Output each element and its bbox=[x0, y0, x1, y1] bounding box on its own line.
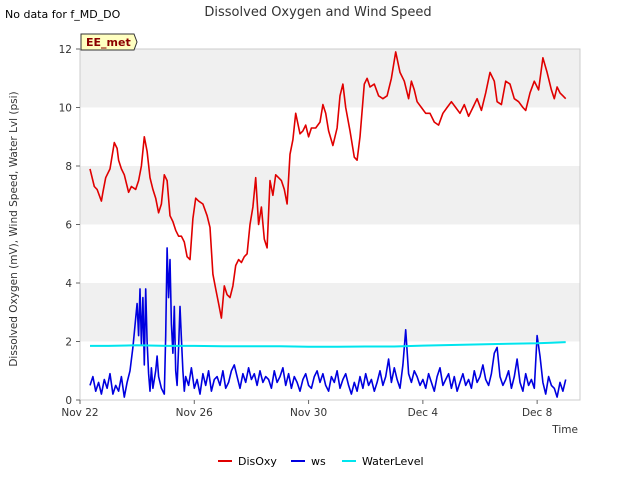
y-tick-label: 10 bbox=[59, 103, 72, 115]
series-line-disoxy bbox=[89, 51, 567, 319]
y-tick-label: 0 bbox=[65, 395, 72, 407]
grid-band bbox=[80, 341, 580, 400]
grid-band bbox=[80, 49, 580, 108]
x-tick-label: Nov 30 bbox=[290, 407, 327, 419]
badge-label: EE_met bbox=[86, 36, 131, 49]
series-line-waterlevel bbox=[90, 341, 566, 348]
y-tick-label: 4 bbox=[65, 278, 72, 290]
y-axis-ticks: 0 2 4 6 8 10 12 bbox=[59, 44, 80, 407]
station-badge: EE_met bbox=[80, 33, 138, 51]
grid-band bbox=[80, 283, 580, 342]
grid-band bbox=[80, 224, 580, 283]
x-tick-label: Nov 22 bbox=[61, 407, 98, 419]
y-tick-label: 2 bbox=[65, 337, 72, 349]
no-data-note: No data for f_MD_DO bbox=[5, 8, 121, 21]
y-tick-label: 8 bbox=[65, 161, 72, 173]
legend-label-ws: ws bbox=[311, 455, 326, 468]
series-line-ws bbox=[89, 247, 567, 398]
plot-background-bands bbox=[80, 49, 580, 400]
grid-band bbox=[80, 166, 580, 225]
x-axis-ticks: Nov 22 Nov 26 Nov 30 Dec 4 Dec 8 bbox=[61, 400, 552, 419]
x-axis-label: Time bbox=[551, 424, 578, 436]
legend: DisOxy ws WaterLevel bbox=[218, 455, 424, 468]
legend-label-waterlevel: WaterLevel bbox=[362, 455, 424, 468]
badge-shape bbox=[80, 33, 138, 51]
x-tick-label: Dec 4 bbox=[408, 407, 439, 419]
x-tick-label: Nov 26 bbox=[176, 407, 214, 419]
y-tick-label: 12 bbox=[59, 44, 72, 56]
x-tick-label: Dec 8 bbox=[522, 407, 552, 419]
y-axis-label: Dissolved Oxygen (mV), Wind Speed, Water… bbox=[8, 91, 20, 366]
y-tick-label: 6 bbox=[65, 220, 72, 232]
chart-title: Dissolved Oxygen and Wind Speed bbox=[204, 5, 431, 20]
legend-label-disoxy: DisOxy bbox=[238, 455, 277, 468]
series-layer bbox=[89, 51, 567, 398]
